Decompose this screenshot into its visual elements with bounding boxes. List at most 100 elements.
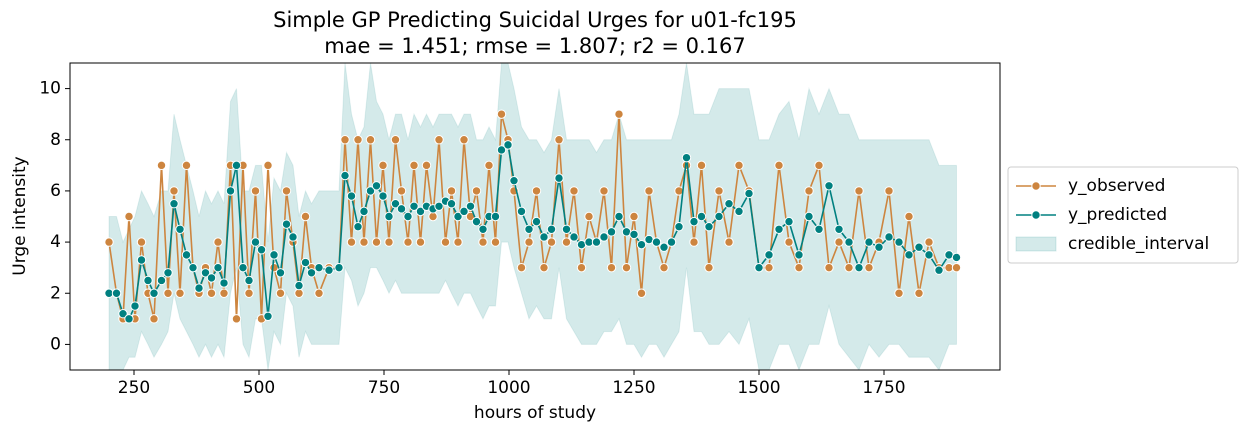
data-point <box>213 262 223 273</box>
data-point <box>794 250 804 260</box>
data-point <box>384 237 394 247</box>
data-point <box>484 160 494 171</box>
data-point <box>734 206 744 217</box>
data-point <box>294 288 304 298</box>
data-point <box>428 211 438 222</box>
data-point <box>496 109 507 119</box>
data-point <box>774 224 784 234</box>
data-point <box>599 232 609 242</box>
data-point <box>453 237 463 247</box>
data-point <box>503 140 513 150</box>
data-point <box>384 211 394 222</box>
data-point <box>651 237 662 247</box>
data-point <box>704 222 714 232</box>
data-point <box>314 262 324 273</box>
data-point <box>539 232 549 242</box>
data-point <box>269 250 279 260</box>
y-tick-label: 10 <box>39 79 61 99</box>
data-point <box>346 237 357 247</box>
data-point <box>951 262 962 273</box>
data-point <box>118 309 128 319</box>
data-point <box>824 262 834 273</box>
data-point <box>636 288 647 298</box>
data-point <box>104 237 114 247</box>
data-point <box>531 216 542 227</box>
data-point <box>340 135 350 145</box>
data-point <box>674 222 684 232</box>
data-point <box>359 237 369 247</box>
data-point <box>434 201 444 211</box>
data-point <box>689 216 699 227</box>
data-point <box>894 237 904 247</box>
data-point <box>854 262 864 273</box>
data-point <box>496 145 507 155</box>
data-point <box>365 135 376 145</box>
data-point <box>696 211 707 222</box>
data-point <box>666 237 677 247</box>
data-point <box>300 257 311 268</box>
data-point <box>446 186 457 196</box>
data-point <box>281 186 292 196</box>
data-point <box>478 237 488 247</box>
data-point <box>459 135 469 145</box>
x-tick-label: 1500 <box>737 378 780 398</box>
data-point <box>124 314 134 324</box>
data-point <box>136 237 147 247</box>
data-point <box>599 186 609 196</box>
data-point <box>724 199 734 209</box>
data-point <box>864 237 874 247</box>
data-point <box>169 186 179 196</box>
data-point <box>516 262 527 273</box>
plot-frame <box>69 62 1001 371</box>
data-point <box>188 262 198 273</box>
data-point <box>844 237 854 247</box>
data-point <box>764 262 774 273</box>
x-tick-label: 250 <box>118 378 150 398</box>
data-point <box>219 288 229 298</box>
y-tick-label: 0 <box>50 334 61 354</box>
data-point <box>614 211 624 222</box>
data-point <box>714 211 724 222</box>
data-point <box>744 188 754 199</box>
data-point <box>924 250 934 260</box>
data-point <box>471 216 482 227</box>
data-point <box>804 186 814 196</box>
data-point <box>340 170 350 181</box>
data-point <box>288 232 298 242</box>
data-point <box>714 186 724 196</box>
data-point <box>904 211 914 222</box>
data-point <box>244 288 254 298</box>
data-point <box>390 135 401 145</box>
data-point <box>561 224 572 234</box>
data-point <box>490 237 501 247</box>
data-point <box>390 199 401 209</box>
data-point <box>478 224 488 234</box>
y-tick-label: 2 <box>50 283 61 303</box>
chart-subtitle: mae = 1.451; rmse = 1.807; r2 = 0.167 <box>324 34 746 58</box>
x-tick-label: 1750 <box>862 378 905 398</box>
data-point <box>409 160 419 171</box>
data-point <box>294 280 304 291</box>
data-point <box>306 268 317 278</box>
y-tick-label: 6 <box>50 181 61 201</box>
data-point <box>490 211 501 222</box>
data-point <box>914 288 924 298</box>
data-point <box>409 201 419 211</box>
data-point <box>111 288 122 298</box>
data-point <box>636 239 647 250</box>
data-point <box>591 237 602 247</box>
data-point <box>569 186 579 196</box>
data-point <box>884 186 894 196</box>
data-point <box>163 268 173 278</box>
data-point <box>213 237 223 247</box>
data-point <box>263 160 273 171</box>
data-point <box>814 160 824 171</box>
data-point <box>415 206 426 217</box>
x-tick-label: 1250 <box>612 378 655 398</box>
data-point <box>181 250 192 260</box>
data-point <box>334 262 344 273</box>
x-tick-label: 500 <box>243 378 275 398</box>
data-point <box>614 109 624 119</box>
x-tick-label: 750 <box>368 378 400 398</box>
